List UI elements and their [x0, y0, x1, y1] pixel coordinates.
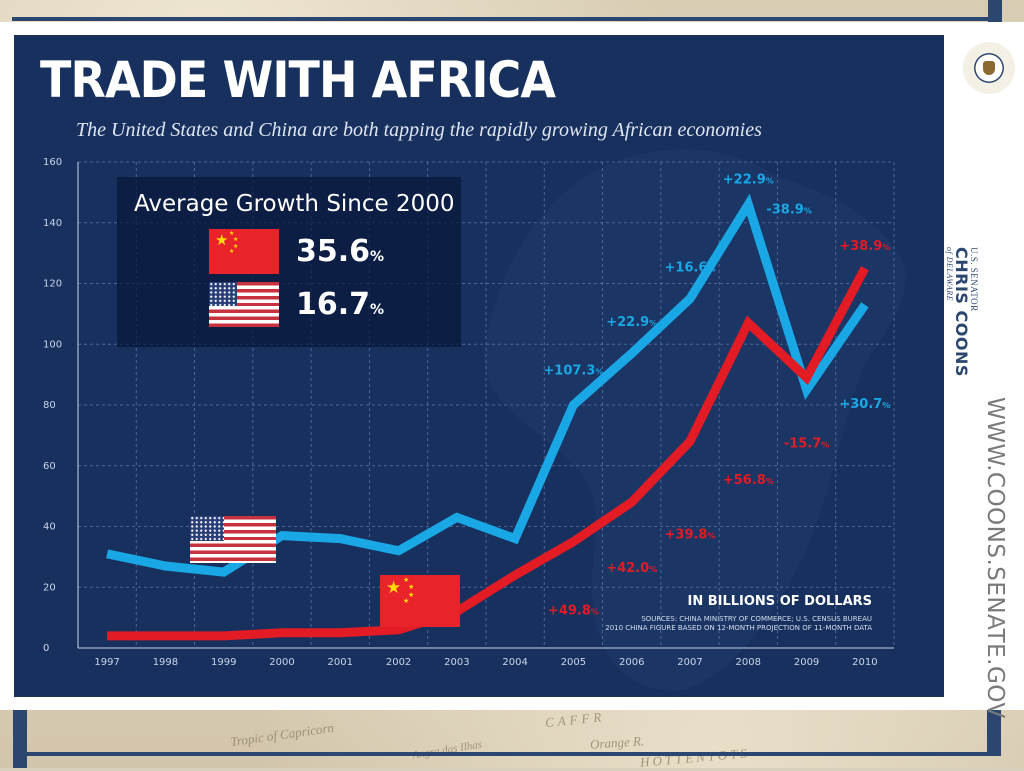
- x-axis: 1997 1998 1999 2000 2001 2002 2003 2004 2005 2006…: [78, 647, 894, 668]
- y-tick-label: 80: [43, 400, 56, 411]
- website-url: WWW.COONS.SENATE.GOV: [982, 397, 1008, 719]
- china-growth-label: +49.8%: [548, 604, 599, 619]
- sources-line-1: SOURCES: CHINA MINISTRY OF COMMERCE; U.S…: [641, 615, 872, 623]
- y-tick-label: 40: [43, 522, 56, 533]
- map-label: CAFFR: [544, 708, 607, 731]
- grid: [77, 161, 895, 649]
- us-growth-unit: %: [370, 302, 385, 318]
- x-tick-label: 1997: [94, 657, 119, 668]
- senator-name: CHRIS COONS: [952, 247, 971, 377]
- china-growth-label: +42.0%: [606, 561, 657, 576]
- china-growth-value: 35.6%: [296, 234, 385, 269]
- x-tick-label: 1999: [211, 657, 236, 668]
- data-labels: +107.3% +22.9% +16.6% +22.9% -38.9% +30.7% +49…: [543, 172, 890, 618]
- us-growth-label: +22.9%: [606, 315, 657, 330]
- us-growth-label: +107.3%: [543, 364, 603, 379]
- x-tick-label: 2008: [736, 657, 761, 668]
- x-tick-label: 2010: [852, 657, 877, 668]
- africa-silhouette: [484, 149, 906, 691]
- china-growth-label: -15.7%: [784, 437, 830, 452]
- unit-note: IN BILLIONS OF DOLLARS: [687, 594, 872, 609]
- senator-branding: U.S. SENATOR CHRIS COONS of DELAWARE: [945, 247, 979, 397]
- y-tick-label: 100: [43, 339, 62, 350]
- x-tick-label: 2009: [794, 657, 819, 668]
- china-flag-icon: ★ ★ ★ ★ ★: [209, 229, 279, 274]
- x-tick-label: 2002: [386, 657, 411, 668]
- senate-seal-icon: [963, 42, 1015, 94]
- us-growth-label: -38.9%: [766, 203, 812, 218]
- x-tick-label: 2004: [502, 657, 527, 668]
- y-tick-label: 160: [43, 157, 62, 168]
- frame-bar-bottom: [27, 752, 1001, 756]
- china-series-flag-icon: ★ ★ ★ ★ ★: [380, 575, 460, 627]
- average-growth-title: Average Growth Since 2000: [134, 191, 455, 217]
- us-growth-label: +22.9%: [723, 172, 774, 187]
- series: [106, 193, 869, 641]
- map-label: Angra das Ilhas: [411, 738, 483, 762]
- x-tick-label: 2007: [677, 657, 702, 668]
- us-series-flag-icon: [190, 516, 276, 563]
- x-tick-label: 2005: [561, 657, 586, 668]
- x-tick-label: 1998: [153, 657, 178, 668]
- average-growth-china: ★ ★ ★ ★ ★ 35.6%: [209, 229, 384, 274]
- y-tick-label: 20: [43, 582, 56, 593]
- y-tick-label: 140: [43, 218, 62, 229]
- y-tick-label: 120: [43, 279, 62, 290]
- x-tick-label: 2003: [444, 657, 469, 668]
- chart-plot: 0 20 40 60 80 100 120 140 160 1997 1998 1999 2000 20…: [43, 149, 906, 691]
- chart-panel: 0 20 40 60 80 100 120 140 160 1997 1998 1999 2000 20…: [14, 35, 944, 697]
- sources-line-2: 2010 CHINA FIGURE BASED ON 12-MONTH PROJ…: [605, 624, 872, 632]
- y-tick-label: 0: [43, 643, 49, 654]
- chart-subtitle: The United States and China are both tap…: [76, 119, 762, 141]
- average-growth-box: Average Growth Since 2000 ★ ★ ★ ★ ★ 35.6…: [117, 177, 461, 347]
- map-label: HOTTENTOTS: [639, 745, 751, 770]
- frame-bar-left: [13, 710, 27, 768]
- us-flag-icon: [209, 282, 279, 327]
- frame-bar-right: [988, 0, 1002, 22]
- y-tick-label: 60: [43, 461, 56, 472]
- china-growth-unit: %: [370, 249, 385, 265]
- us-series-line: [106, 193, 869, 577]
- sources-note: SOURCES: CHINA MINISTRY OF COMMERCE; U.S…: [605, 615, 872, 633]
- china-growth-label: +39.8%: [665, 528, 716, 543]
- x-tick-label: 2006: [619, 657, 644, 668]
- us-growth-label: +30.7%: [839, 397, 890, 412]
- average-growth-us: 16.7%: [209, 282, 384, 327]
- us-growth-label: +16.6%: [665, 260, 716, 275]
- china-growth-label: +38.9%: [839, 239, 890, 254]
- map-label: Orange R.: [589, 733, 645, 752]
- frame-bar-top: [12, 17, 988, 21]
- map-label: Tropic of Capricorn: [229, 719, 335, 750]
- chart-title: TRADE WITH AFRICA: [40, 51, 556, 109]
- frame-bar-bottom-right: [987, 710, 1001, 756]
- china-series-line: [107, 266, 869, 641]
- x-tick-label: 2000: [269, 657, 294, 668]
- x-tick-label: 2001: [328, 657, 353, 668]
- y-axis: 0 20 40 60 80 100 120 140 160: [43, 157, 79, 654]
- us-growth-value: 16.7%: [296, 287, 385, 322]
- china-growth-label: +56.8%: [723, 473, 774, 488]
